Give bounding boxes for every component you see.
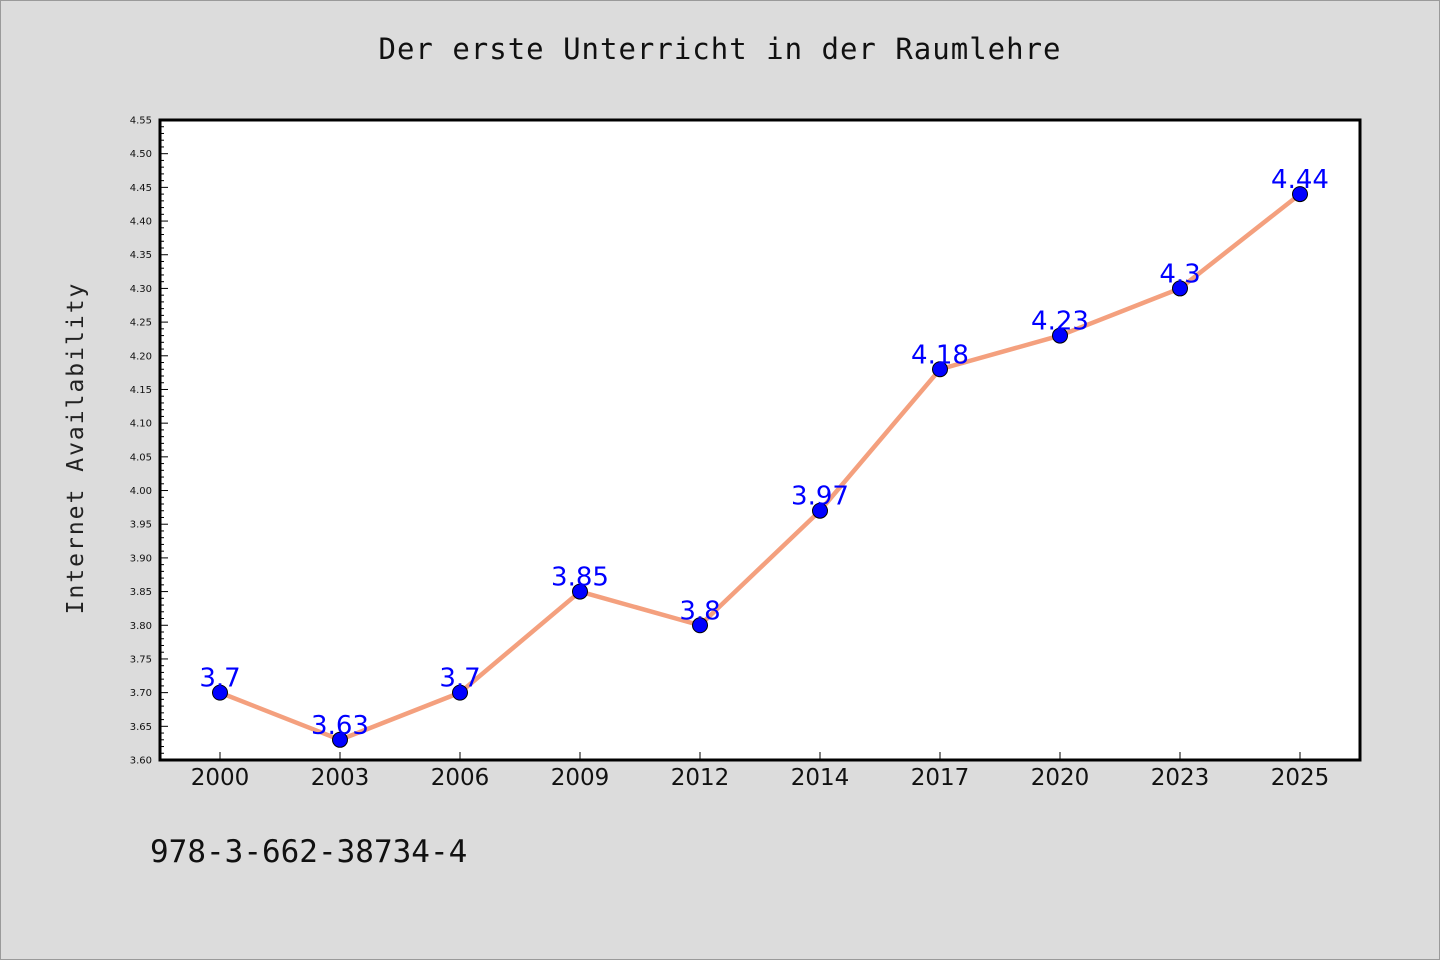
y-tick-label: 3.75 [130, 654, 152, 665]
chart-title: Der erste Unterricht in der Raumlehre [378, 32, 1062, 66]
data-labels-group: 3.7 3.63 3.7 3.85 3.8 3.97 4.18 4.23 4.3 4.44 [199, 165, 1329, 741]
data-point [1172, 280, 1188, 297]
x-tick-label: 2000 [191, 765, 250, 791]
data-label: 4.3 [1159, 259, 1200, 289]
y-tick-label: 4.05 [130, 452, 152, 463]
series-group [212, 186, 1308, 748]
x-tick-label: 2006 [431, 765, 490, 791]
y-tick-label: 4.15 [130, 385, 152, 396]
data-point [212, 684, 228, 701]
data-point [812, 502, 828, 519]
data-point [572, 583, 588, 600]
y-tick-label: 4.55 [130, 116, 152, 127]
data-point [1052, 327, 1068, 344]
data-label: 3.85 [551, 563, 609, 593]
y-tick-label: 3.85 [130, 587, 152, 598]
data-label: 3.97 [791, 482, 849, 512]
y-tick-label: 4.20 [130, 351, 152, 362]
y-tick-label: 4.50 [130, 149, 152, 160]
y-tick-label: 3.95 [130, 520, 152, 531]
y-tick-label: 4.35 [130, 250, 152, 261]
y-tick-label: 3.70 [130, 688, 152, 699]
series-line [217, 191, 1303, 743]
data-label: 3.7 [199, 664, 240, 694]
x-tick-label: 2009 [551, 765, 610, 791]
y-tick-label: 4.45 [130, 183, 152, 194]
data-label: 4.44 [1271, 165, 1329, 195]
data-point [332, 731, 348, 748]
x-tick-label: 2017 [911, 765, 970, 791]
data-point [1292, 186, 1308, 203]
y-tick-label: 4.40 [130, 217, 152, 228]
x-tick-label: 2014 [791, 765, 850, 791]
y-tick-label: 4.30 [130, 284, 152, 295]
x-tick-label: 2023 [1151, 765, 1210, 791]
data-point [452, 684, 468, 701]
x-tick-label: 2003 [311, 765, 370, 791]
data-label: 4.23 [1031, 307, 1089, 337]
x-tick-label: 2012 [671, 765, 730, 791]
plot-area [160, 120, 1360, 760]
y-tick-label: 3.65 [130, 722, 152, 733]
data-label: 3.8 [679, 596, 720, 626]
y-tick-label: 3.60 [130, 756, 152, 767]
y-tick-label: 4.00 [130, 486, 152, 497]
y-axis-ticks: 3.60 3.65 3.70 3.75 3.80 3.85 3.90 3.95 4.00 4.05… [130, 116, 168, 767]
data-label: 3.7 [439, 664, 480, 694]
data-label: 3.63 [311, 711, 369, 741]
data-point [692, 617, 708, 634]
data-label: 4.18 [911, 340, 969, 370]
x-tick-label: 2025 [1271, 765, 1330, 791]
y-tick-label: 4.25 [130, 318, 152, 329]
x-axis-ticks: 2000 2003 2006 2009 2012 2014 2017 2020 2023 2025 [191, 752, 1330, 791]
data-point [932, 361, 948, 378]
footer-code: 978-3-662-38734-4 [150, 834, 468, 870]
y-tick-label: 3.80 [130, 621, 152, 632]
x-tick-label: 2020 [1031, 765, 1090, 791]
plot-border [158, 118, 1362, 762]
y-tick-label: 3.90 [130, 553, 152, 564]
y-tick-label: 4.10 [130, 419, 152, 430]
